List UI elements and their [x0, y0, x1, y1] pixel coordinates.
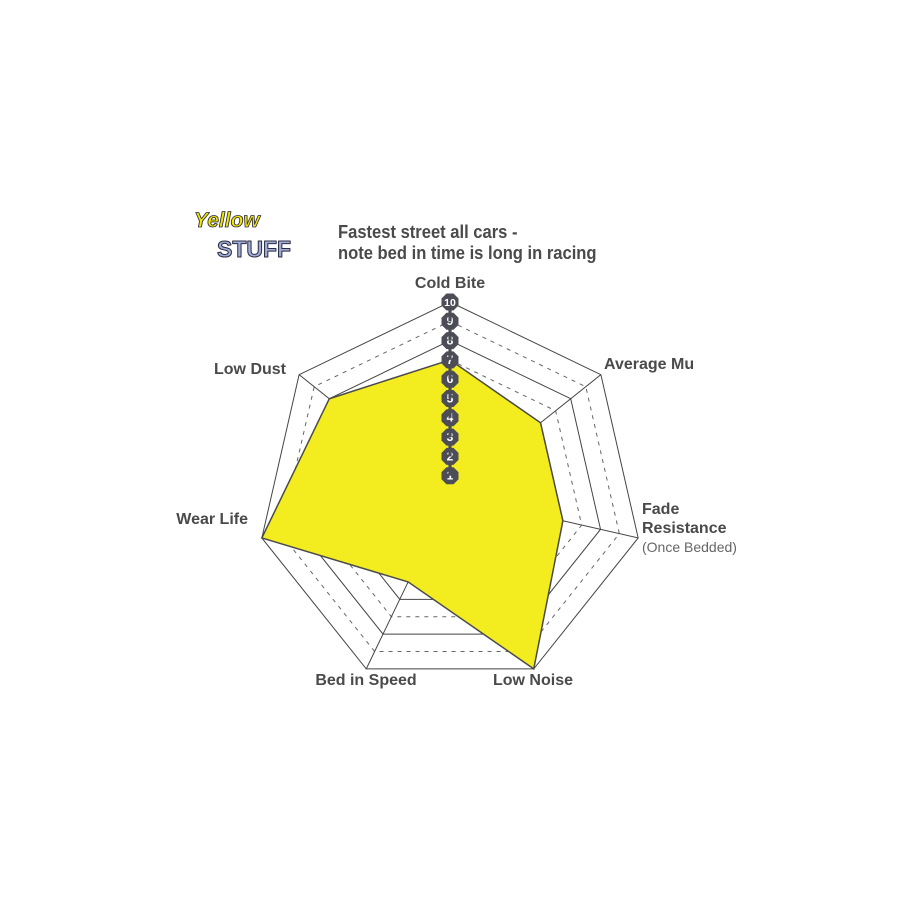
svg-text:Wear Life: Wear Life — [176, 511, 248, 528]
svg-text:Fade Resistance (O: Fade Resistance (Once Bedded) — [642, 501, 737, 555]
svg-text:Low Noise: Low Noise — [493, 672, 573, 689]
svg-text:Cold Bite: Cold Bite — [415, 275, 485, 292]
svg-text:Low Dust: Low Dust — [214, 361, 287, 378]
svg-text:Bed in Speed: Bed in Speed — [315, 672, 416, 689]
svg-text:Average Mu: Average Mu — [604, 356, 694, 373]
svg-text:10: 10 — [444, 297, 456, 309]
